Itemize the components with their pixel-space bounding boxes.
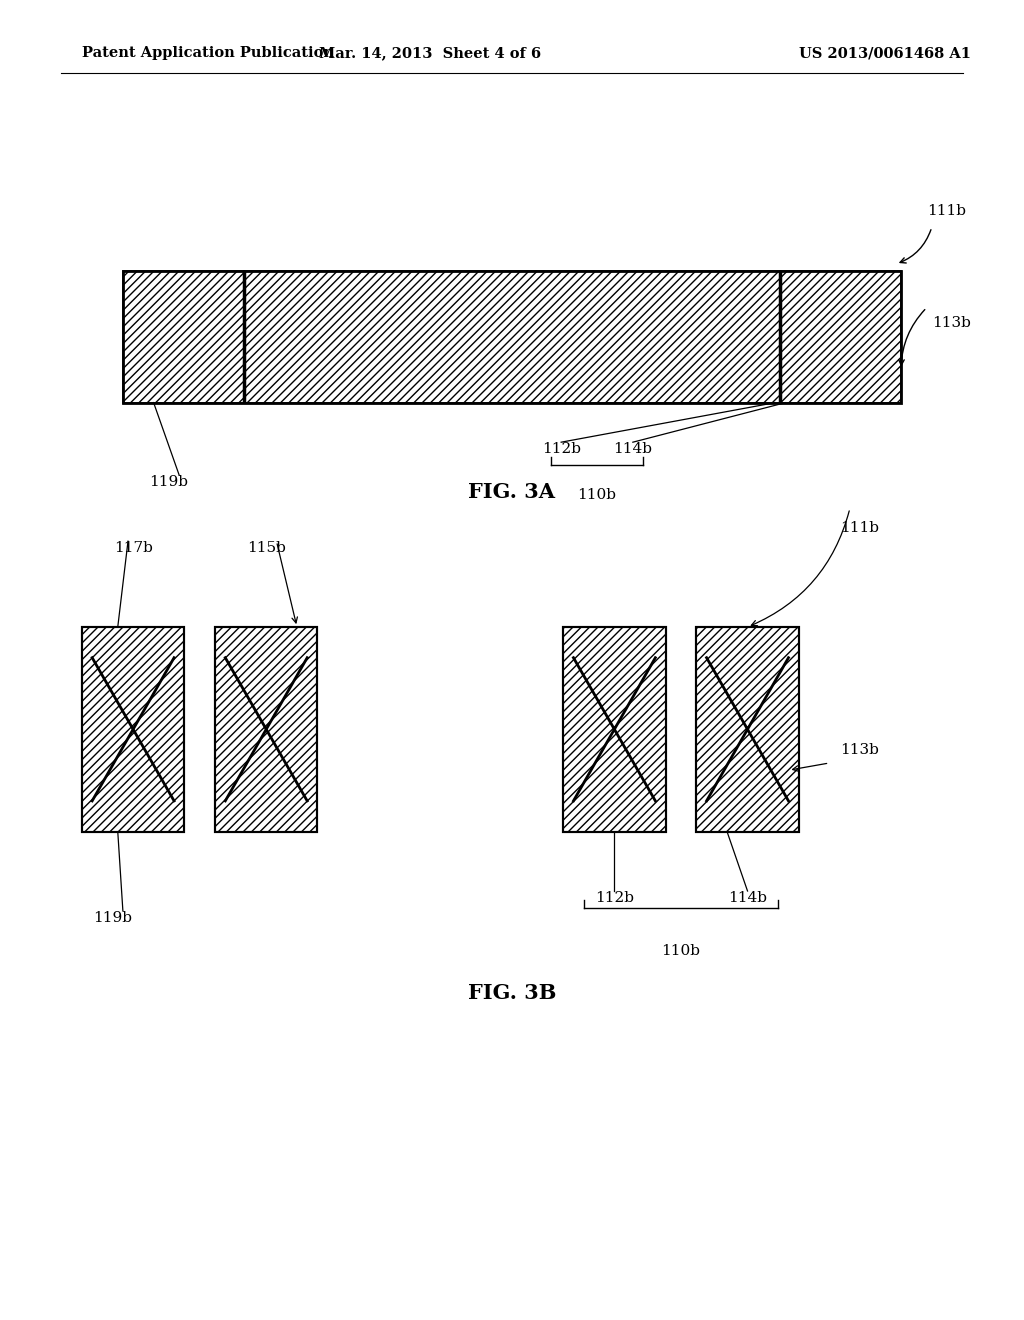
Bar (123, 271, 244, 403)
Bar (563, 627, 666, 832)
Text: 111b: 111b (840, 521, 879, 536)
Bar (696, 627, 799, 832)
Text: 111b: 111b (927, 205, 966, 218)
Bar (82, 627, 184, 832)
Text: 113b: 113b (932, 317, 971, 330)
Text: 112b: 112b (595, 891, 634, 906)
Text: 117b: 117b (114, 541, 153, 556)
Text: 119b: 119b (150, 475, 188, 490)
Text: FIG. 3B: FIG. 3B (468, 983, 556, 1003)
Text: 110b: 110b (662, 944, 700, 958)
Text: Patent Application Publication: Patent Application Publication (82, 46, 334, 61)
Text: 110b: 110b (578, 488, 616, 503)
Bar (244, 271, 780, 403)
Text: 119b: 119b (93, 911, 132, 925)
Text: 114b: 114b (728, 891, 767, 906)
Bar (780, 271, 901, 403)
Text: 114b: 114b (613, 442, 652, 457)
Bar (215, 627, 317, 832)
Bar (123, 271, 901, 403)
Text: Mar. 14, 2013  Sheet 4 of 6: Mar. 14, 2013 Sheet 4 of 6 (319, 46, 541, 61)
Text: US 2013/0061468 A1: US 2013/0061468 A1 (799, 46, 971, 61)
Bar (82, 627, 184, 832)
Text: FIG. 3A: FIG. 3A (469, 482, 555, 502)
Bar (563, 627, 666, 832)
Text: 112b: 112b (542, 442, 581, 457)
Bar (696, 627, 799, 832)
Text: 113b: 113b (840, 743, 879, 756)
Bar (215, 627, 317, 832)
Text: 115b: 115b (247, 541, 286, 556)
